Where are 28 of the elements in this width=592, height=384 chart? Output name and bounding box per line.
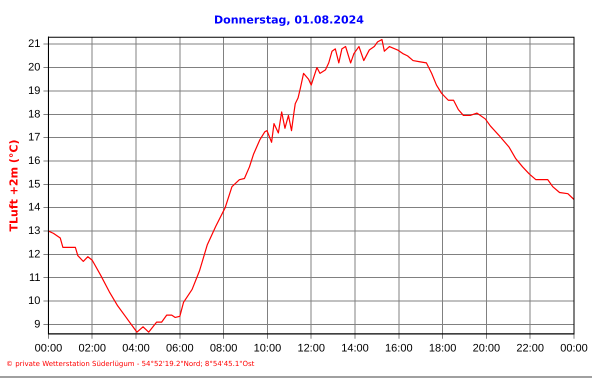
y-tick-label: 11 <box>29 272 40 284</box>
y-tick-label: 17 <box>28 132 40 144</box>
x-tick-label: 22:00 <box>516 342 544 354</box>
y-axis-title: TLuft +2m (°C) <box>7 139 20 232</box>
y-tick-label: 10 <box>28 295 40 308</box>
x-tick-label: 20:00 <box>472 342 500 354</box>
y-tick-label: 19 <box>28 84 40 97</box>
x-tick-label: 00:00 <box>560 342 588 354</box>
y-tick-label: 20 <box>28 62 40 74</box>
x-tick-label: 04:00 <box>122 342 150 354</box>
x-tick-label: 12:00 <box>297 342 325 354</box>
x-tick-label: 16:00 <box>385 342 413 354</box>
x-tick-label: 10:00 <box>254 342 282 354</box>
y-tick-label: 16 <box>28 155 40 168</box>
x-tick-label: 18:00 <box>428 342 456 354</box>
x-tick-label: 06:00 <box>166 342 194 354</box>
chart-title: Donnerstag, 01.08.2024 <box>214 13 364 26</box>
x-tick-label: 08:00 <box>210 342 238 354</box>
y-tick-label: 18 <box>28 108 40 120</box>
y-tick-label: 15 <box>28 178 40 190</box>
y-tick-label: 13 <box>28 225 40 238</box>
y-tick-label: 14 <box>28 202 40 214</box>
y-tick-label: 12 <box>28 248 40 260</box>
x-tick-label: 00:00 <box>34 342 62 354</box>
x-tick-label: 02:00 <box>78 342 106 354</box>
y-tick-label: 21 <box>28 38 40 50</box>
x-tick-label: 14:00 <box>341 342 369 354</box>
y-tick-label: 9 <box>34 318 40 330</box>
